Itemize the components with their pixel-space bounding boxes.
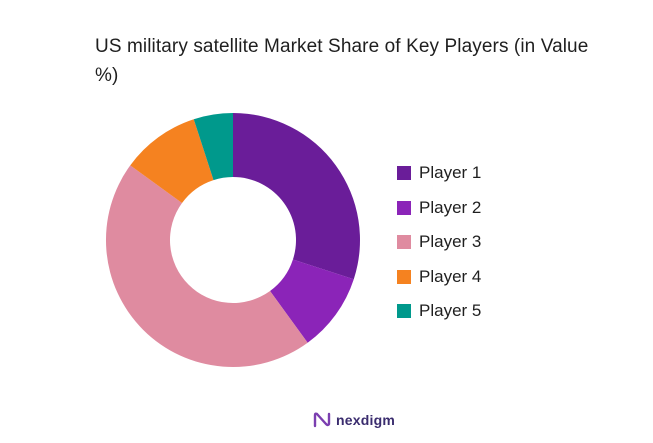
legend-label: Player 4 bbox=[419, 267, 482, 286]
nexdigm-logo-icon bbox=[313, 412, 331, 428]
donut-slice-player-4 bbox=[130, 119, 214, 203]
legend-label: Player 3 bbox=[419, 232, 482, 251]
legend-label: Player 5 bbox=[419, 301, 482, 320]
legend-item-player-1: Player 1 bbox=[397, 162, 481, 184]
brand-name: nexdigm bbox=[336, 412, 395, 428]
legend-item-player-2: Player 2 bbox=[397, 197, 481, 219]
chart-title: US military satellite Market Share of Ke… bbox=[95, 36, 589, 86]
donut-slice-player-5 bbox=[193, 113, 233, 181]
donut-slice-player-1 bbox=[233, 113, 360, 280]
legend-swatch bbox=[397, 235, 411, 249]
legend-label: Player 2 bbox=[419, 198, 482, 217]
legend-item-player-4: Player 4 bbox=[397, 266, 481, 288]
legend-label: Player 1 bbox=[419, 163, 482, 182]
legend-item-player-3: Player 3 bbox=[397, 231, 481, 253]
legend-swatch bbox=[397, 304, 411, 318]
legend-item-player-5: Player 5 bbox=[397, 300, 481, 322]
donut-slice-player-2 bbox=[270, 259, 354, 343]
legend-swatch bbox=[397, 166, 411, 180]
legend-swatch bbox=[397, 270, 411, 284]
donut-slice-player-3 bbox=[105, 165, 308, 368]
legend-swatch bbox=[397, 201, 411, 215]
brand-logo: nexdigm bbox=[312, 410, 395, 430]
